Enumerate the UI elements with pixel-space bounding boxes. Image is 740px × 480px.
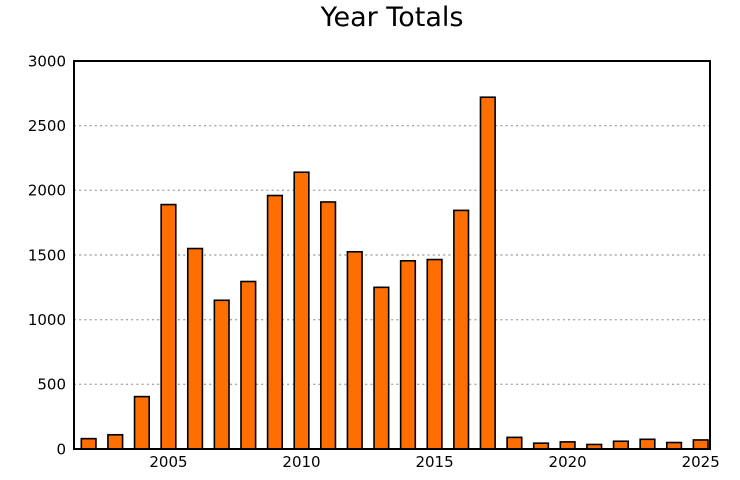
bar-2010 <box>293 171 310 450</box>
bar-2006 <box>186 247 204 450</box>
y-tick-label-0: 0 <box>56 440 66 458</box>
bar-2018 <box>506 436 523 450</box>
bar-2014 <box>399 260 417 450</box>
x-tick-label-2010: 2010 <box>282 453 320 471</box>
bar-2008 <box>240 280 257 450</box>
bar-2015 <box>426 258 443 450</box>
y-tick-label-3000: 3000 <box>28 52 66 70</box>
bar-2013 <box>373 286 390 450</box>
x-tick-label-2025: 2025 <box>682 453 720 471</box>
bar-2004 <box>133 395 150 450</box>
x-tick-label-2020: 2020 <box>549 453 587 471</box>
chart-title: Year Totals <box>320 2 464 33</box>
bar-2016 <box>453 209 470 450</box>
bar-2003 <box>107 433 124 450</box>
y-tick-label-2000: 2000 <box>28 182 66 200</box>
bar-2005 <box>160 203 177 450</box>
bar-2022 <box>612 440 629 450</box>
bar-2023 <box>639 438 656 450</box>
x-tick-label-2015: 2015 <box>415 453 453 471</box>
y-tick-label-1500: 1500 <box>28 246 66 264</box>
bar-2025 <box>692 439 709 450</box>
y-tick-label-500: 500 <box>37 376 66 394</box>
bar-2017 <box>479 96 496 450</box>
y-tick-label-1000: 1000 <box>28 311 66 329</box>
x-tick-label-2005: 2005 <box>149 453 187 471</box>
bar-2009 <box>266 194 284 450</box>
plot-border <box>73 60 711 450</box>
bar-2012 <box>346 250 363 450</box>
bar-2011 <box>320 201 337 450</box>
bar-2020 <box>559 441 576 450</box>
bar-2002 <box>80 437 97 450</box>
bar-2007 <box>213 299 230 450</box>
y-tick-label-2500: 2500 <box>28 117 66 135</box>
